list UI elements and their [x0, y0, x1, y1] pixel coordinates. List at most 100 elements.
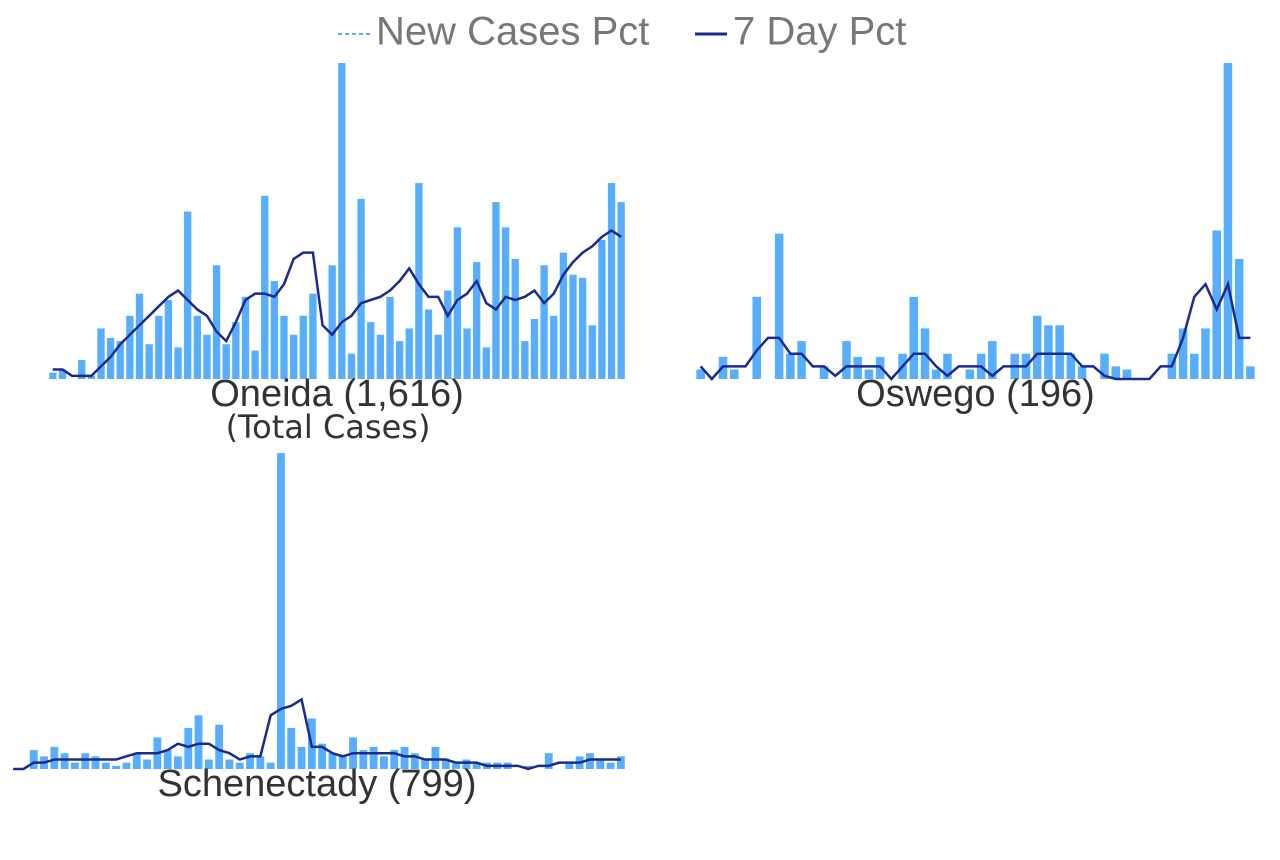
bar	[122, 762, 131, 769]
line	[52, 228, 622, 378]
bar	[289, 334, 298, 379]
bar	[786, 353, 795, 379]
bar	[444, 290, 452, 379]
bar	[87, 375, 96, 379]
bar	[606, 762, 615, 769]
bar	[163, 750, 172, 769]
bar	[511, 258, 519, 379]
bar	[287, 727, 296, 769]
bar	[367, 322, 375, 379]
bar	[71, 762, 79, 769]
bar	[143, 759, 151, 769]
bar	[203, 334, 211, 379]
bar	[598, 239, 606, 379]
bar	[91, 756, 100, 769]
bar	[521, 341, 529, 379]
panel-title: Oneida (1,616)	[210, 373, 464, 415]
bar	[347, 353, 356, 379]
bar	[261, 195, 269, 379]
bar	[280, 315, 288, 379]
bar	[1246, 366, 1255, 379]
bar	[215, 724, 224, 769]
bar	[524, 765, 533, 769]
bar	[1055, 325, 1064, 379]
bar	[309, 293, 317, 379]
bar	[424, 309, 433, 379]
bar	[441, 759, 450, 769]
bar	[1100, 353, 1109, 379]
bar	[338, 63, 346, 379]
bar	[328, 265, 336, 379]
bar	[135, 293, 144, 379]
legend-label: New Cases Pct	[376, 10, 649, 54]
bar	[277, 453, 285, 769]
bar	[492, 202, 500, 379]
bar	[256, 756, 265, 769]
bar	[463, 328, 471, 379]
bar	[853, 356, 862, 379]
bar	[297, 746, 306, 769]
bar	[1032, 315, 1042, 379]
bar	[540, 265, 548, 379]
bar	[155, 315, 163, 379]
bar	[246, 753, 254, 769]
bar	[390, 750, 399, 769]
bar	[194, 715, 203, 769]
bar	[462, 759, 471, 769]
bar	[472, 762, 481, 769]
bar	[232, 322, 240, 379]
bar	[369, 746, 378, 769]
bar	[174, 347, 182, 379]
panel-title: Oswego (196)	[856, 373, 1095, 415]
bar	[58, 369, 67, 379]
bar	[1111, 366, 1121, 379]
bar	[1212, 230, 1221, 379]
legend-label: 7 Day Pct	[733, 10, 906, 54]
bar	[266, 762, 275, 769]
bar	[842, 341, 851, 379]
bar	[400, 746, 409, 769]
bar	[501, 227, 510, 379]
bar	[1234, 258, 1244, 379]
bar	[357, 198, 365, 379]
bar	[174, 756, 182, 769]
bar	[559, 252, 568, 379]
bar	[586, 753, 594, 769]
line	[13, 697, 621, 771]
bar	[1178, 328, 1188, 379]
bar	[193, 315, 201, 379]
bar	[251, 350, 259, 379]
bar	[164, 300, 173, 379]
bar	[299, 315, 307, 379]
bar	[909, 296, 919, 379]
bar	[1223, 63, 1233, 379]
bar	[81, 753, 90, 769]
bar	[386, 296, 394, 379]
bar	[431, 746, 440, 769]
bar	[376, 334, 385, 379]
bar	[578, 277, 587, 379]
bar	[616, 756, 625, 769]
bar	[774, 233, 784, 379]
bar	[864, 369, 874, 379]
bar	[97, 328, 105, 379]
bar	[434, 334, 442, 379]
bar	[318, 743, 327, 769]
bar	[212, 265, 221, 379]
bar	[78, 360, 86, 379]
bar	[204, 759, 213, 769]
bar	[29, 750, 38, 769]
bar	[235, 762, 244, 769]
bar	[473, 262, 481, 379]
line	[699, 280, 1251, 381]
bar	[988, 341, 997, 379]
bar	[415, 183, 423, 379]
bar	[225, 759, 234, 769]
bar	[550, 315, 558, 379]
bar	[145, 344, 153, 379]
bar	[241, 296, 250, 379]
bar	[328, 753, 337, 769]
bar	[421, 759, 430, 769]
